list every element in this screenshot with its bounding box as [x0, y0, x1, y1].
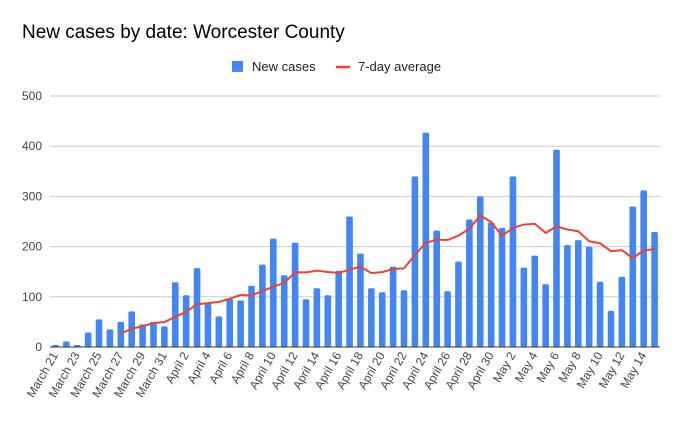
- legend-swatch-new-cases: [232, 61, 243, 72]
- bar: [520, 267, 528, 347]
- bar: [476, 196, 484, 347]
- y-tick-label: 0: [35, 340, 42, 354]
- bar: [117, 321, 125, 347]
- bar: [139, 324, 146, 347]
- bar: [389, 266, 397, 347]
- bar: [629, 206, 637, 347]
- bar: [368, 288, 375, 347]
- bar: [422, 132, 430, 347]
- bar: [531, 255, 539, 347]
- bar: [63, 341, 70, 347]
- bar: [280, 275, 288, 347]
- bar: [433, 230, 440, 347]
- bar: [106, 329, 114, 347]
- bar: [84, 332, 92, 347]
- bar: [52, 344, 59, 347]
- legend-label-new-cases: New cases: [252, 59, 316, 74]
- bar: [585, 246, 593, 347]
- bar: [73, 344, 81, 347]
- bar: [596, 281, 604, 347]
- bar: [487, 222, 495, 347]
- bar: [357, 253, 364, 347]
- bar: [95, 319, 103, 347]
- bar: [259, 264, 266, 347]
- bar: [324, 295, 332, 347]
- y-tick-label: 100: [22, 290, 42, 304]
- legend-label-average: 7-day average: [358, 59, 441, 74]
- bar: [444, 291, 451, 347]
- bar: [171, 282, 179, 347]
- bar: [564, 245, 571, 347]
- bar: [193, 268, 201, 347]
- bar: [466, 219, 473, 347]
- bar: [651, 232, 658, 347]
- bar: [248, 285, 255, 347]
- bar: [640, 190, 647, 347]
- y-tick-label: 500: [22, 89, 42, 103]
- y-tick-label: 300: [22, 189, 42, 203]
- bar: [542, 284, 549, 347]
- bar: [607, 310, 615, 347]
- bar: [204, 303, 212, 347]
- bar: [553, 149, 560, 347]
- bar: [270, 238, 277, 347]
- bar: [161, 326, 168, 347]
- bar: [313, 288, 321, 347]
- bar: [378, 292, 386, 347]
- bar: [411, 176, 419, 347]
- y-tick-label: 400: [22, 139, 42, 153]
- bar: [346, 216, 353, 347]
- average-line: [120, 214, 655, 335]
- bar: [498, 228, 506, 347]
- bar: [215, 316, 223, 347]
- bar: [302, 299, 310, 347]
- bar: [509, 176, 517, 347]
- bar: [182, 295, 190, 347]
- bar: [575, 240, 582, 347]
- bar: [618, 276, 626, 347]
- bar: [226, 298, 234, 347]
- bar: [335, 270, 342, 347]
- bar: [455, 261, 462, 347]
- bar: [237, 300, 244, 347]
- bar: [150, 321, 157, 347]
- bar: [291, 242, 299, 347]
- chart-title: New cases by date: Worcester County: [22, 22, 345, 43]
- bar: [400, 290, 408, 347]
- y-tick-label: 200: [22, 240, 42, 254]
